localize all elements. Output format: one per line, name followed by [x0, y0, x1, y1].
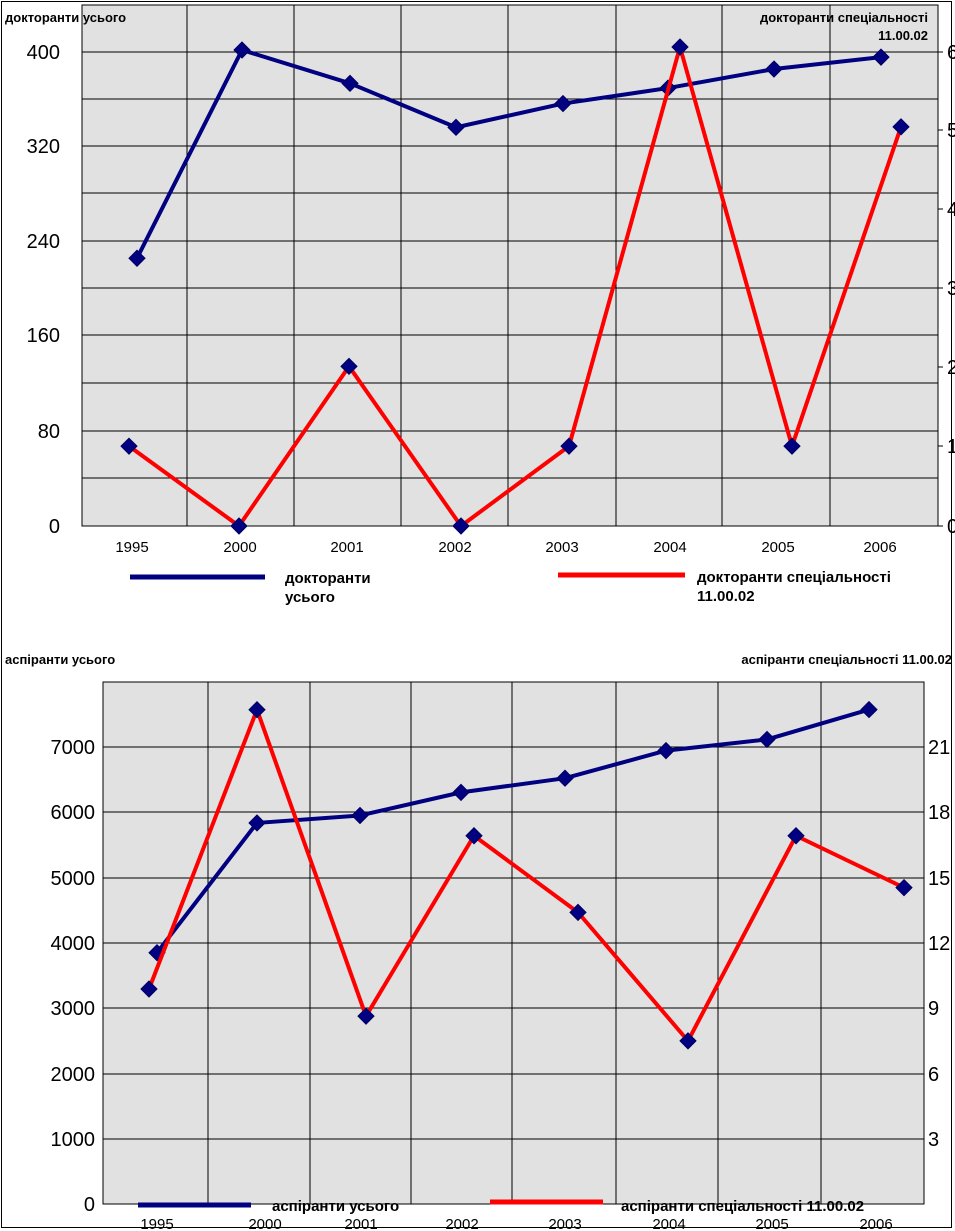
chart-2-y-tick-label: 0 — [84, 1194, 95, 1216]
chart-2-series-2-point — [679, 1032, 697, 1050]
chart-1-x-tick-label: 2005 — [761, 539, 794, 556]
chart-2-x-tick-label: 2006 — [859, 1216, 892, 1231]
chart-2-x-tick-label: 2005 — [755, 1216, 788, 1231]
chart-2-y2-tick-label: 18 — [928, 802, 950, 824]
chart-1-series-2-point — [340, 357, 358, 376]
chart-1-series-1-point — [554, 94, 572, 113]
chart-2-y2-tick-label: 15 — [928, 868, 950, 890]
chart-2-series-1-point — [657, 741, 675, 760]
chart-1-series-1-point — [341, 74, 359, 93]
chart-1-x-tick-label: 2003 — [545, 539, 578, 556]
chart-1-y-tick-label: 160 — [27, 325, 60, 347]
chart-1-series-1-point — [233, 41, 251, 59]
chart-2-series-2-point — [787, 827, 805, 845]
chart-2-left-axis-title: аспіранти усього — [5, 652, 115, 667]
chart-1-series-2-point — [230, 517, 248, 535]
chart-2-right-axis-title: аспіранти спеціальності 11.00.02 — [741, 652, 952, 667]
chart-2-y-tick-label: 6000 — [51, 802, 96, 824]
chart-1-plot-area — [81, 4, 939, 527]
chart-2-series-1-point — [860, 700, 878, 719]
chart-2-series-2-point — [895, 878, 913, 897]
chart-2-x-tick-label: 2002 — [445, 1216, 478, 1231]
chart-2-y2-tick-label: 6 — [928, 1064, 939, 1086]
chart-2-x-tick-label: 2003 — [548, 1216, 581, 1231]
chart-2-y-tick-label: 7000 — [51, 737, 96, 759]
chart-1-series-2-point — [783, 437, 801, 455]
chart-1-x-tick-label: 2002 — [438, 539, 471, 556]
chart-1-y2-tick-label: 6 — [947, 42, 955, 64]
chart-2-series-1-point — [556, 769, 574, 787]
chart-2-y2-tick-label: 3 — [928, 1129, 939, 1151]
chart-2-series-1-point — [452, 783, 470, 802]
chart-2-legend-label-2: аспіранти спеціальності 11.00.02 — [621, 1198, 864, 1215]
chart-2-series-2-point — [140, 980, 158, 998]
chart-1-y2-tick-label: 5 — [947, 120, 955, 142]
chart-2-legend-label-1: аспіранти усього — [272, 1198, 399, 1215]
chart-2-x-tick-label: 2000 — [248, 1216, 281, 1231]
chart-1-series-2-point — [892, 118, 910, 136]
chart-1-series-1-point — [872, 48, 890, 66]
chart-1-series-1-point — [128, 249, 146, 267]
chart-1-series-1-point — [765, 60, 783, 78]
chart-1-x-tick-label: 2006 — [863, 539, 896, 556]
chart-1-y-tick-label: 80 — [38, 421, 60, 443]
chart-2-y2-tick-label: 12 — [928, 933, 950, 955]
chart-1-right-axis-title: докторанти спеціальності — [760, 10, 928, 25]
chart-1-series-2-point — [120, 437, 138, 455]
chart-2-y2-tick-label: 9 — [928, 998, 939, 1020]
chart-1-y2-tick-label: 2 — [947, 357, 955, 379]
chart-2-series-2-point — [248, 701, 266, 719]
chart-2-y-tick-label: 3000 — [51, 998, 96, 1020]
chart-2-y-tick-label: 1000 — [51, 1129, 96, 1151]
chart-2-x-tick-label: 1995 — [140, 1216, 173, 1231]
chart-1-series-2-point — [452, 517, 470, 535]
chart-2-x-tick-label: 2001 — [344, 1216, 377, 1231]
chart-2-y2-tick-label: 21 — [928, 737, 950, 759]
chart-1-legend-label-1: усього — [285, 589, 335, 606]
chart-1-series-2-point — [560, 437, 578, 455]
chart-1-legend-label-2: докторанти спеціальності — [697, 569, 891, 586]
chart-2-series-2-point — [465, 827, 483, 845]
chart-1-series-1-point — [447, 118, 465, 137]
chart-1-series-2-line — [127, 45, 903, 528]
chart-2-y-tick-label: 5000 — [51, 868, 96, 890]
chart-1-y-tick-label: 320 — [27, 136, 60, 158]
chart-1-x-tick-label: 2004 — [653, 539, 686, 556]
chart-1-right-axis-title: 11.00.02 — [878, 28, 928, 43]
chart-1-x-tick-label: 2001 — [330, 539, 363, 556]
chart-1-y2-tick-label: 3 — [947, 278, 955, 300]
chart-1-y2-tick-label: 0 — [947, 516, 955, 538]
chart-1-series-2-point — [671, 38, 689, 56]
chart-2-y-tick-label: 4000 — [51, 933, 96, 955]
chart-2-series-2-point — [357, 1007, 375, 1025]
chart-1-y2-tick-label: 1 — [947, 436, 955, 458]
chart-1-y-tick-label: 240 — [27, 231, 60, 253]
chart-1-legend-label-2: 11.00.02 — [697, 588, 755, 605]
chart-1-legend-label-1: докторанти — [285, 570, 371, 587]
chart-1-left-axis-title: докторанти усього — [5, 10, 126, 25]
chart-2-y-tick-label: 2000 — [51, 1064, 96, 1086]
chart-1-x-tick-label: 2000 — [223, 539, 256, 556]
chart-2-series-1-point — [758, 730, 776, 749]
chart-2-series-1-line — [155, 707, 870, 954]
chart-2-x-tick-label: 2004 — [652, 1216, 685, 1231]
chart-1-x-tick-label: 1995 — [115, 539, 148, 556]
chart-2-series-1-point — [351, 806, 369, 825]
chart-2-series-2-line — [147, 707, 905, 1043]
chart-1-series-1-line — [135, 48, 882, 260]
chart-1-y-tick-label: 400 — [27, 42, 60, 64]
chart-2-series-2-point — [569, 903, 587, 922]
chart-1-y2-tick-label: 4 — [947, 199, 955, 221]
chart-1-y-tick-label: 0 — [49, 516, 60, 538]
chart-2-series-1-point — [248, 814, 266, 832]
